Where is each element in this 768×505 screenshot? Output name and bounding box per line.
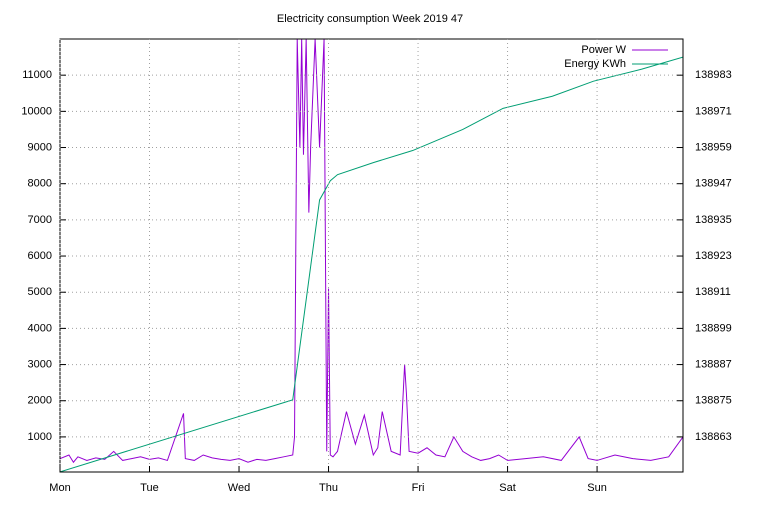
legend-label: Energy KWh <box>564 58 626 70</box>
y-tick-label: 6000 <box>28 250 52 262</box>
plot-area <box>60 39 683 472</box>
x-tick-label: Sat <box>499 482 516 494</box>
y2-tick-label: 138863 <box>695 431 732 443</box>
x-tick-label: Tue <box>140 482 159 494</box>
y2-tick-label: 138911 <box>695 286 731 298</box>
y-tick-label: 10000 <box>21 105 52 117</box>
legend-label: Power W <box>581 44 626 56</box>
y-tick-label: 5000 <box>28 286 52 298</box>
y2-tick-label: 138923 <box>695 250 732 262</box>
y-tick-label: 8000 <box>28 178 52 190</box>
x-tick-label: Fri <box>412 482 425 494</box>
y2-tick-label: 138935 <box>695 214 732 226</box>
y2-tick-label: 138959 <box>695 141 732 153</box>
y2-tick-label: 138983 <box>695 69 732 81</box>
x-tick-label: Wed <box>228 482 250 494</box>
y2-tick-label: 138875 <box>695 395 732 407</box>
chart-title: Electricity consumption Week 2019 47 <box>277 13 463 25</box>
y-tick-label: 2000 <box>28 395 52 407</box>
y2-tick-label: 138899 <box>695 322 732 334</box>
x-tick-label: Mon <box>49 482 70 494</box>
y-tick-label: 11000 <box>22 69 52 81</box>
y-tick-label: 4000 <box>28 322 52 334</box>
y-tick-label: 1000 <box>28 431 52 443</box>
y-tick-label: 7000 <box>28 214 52 226</box>
x-tick-label: Sun <box>587 482 607 494</box>
y-tick-label: 3000 <box>28 358 52 370</box>
y2-tick-label: 138887 <box>695 358 732 370</box>
series-line <box>60 56 683 472</box>
x-tick-label: Thu <box>319 482 338 494</box>
y2-tick-label: 138971 <box>695 105 732 117</box>
y-tick-label: 9000 <box>28 141 52 153</box>
series-line <box>60 39 683 464</box>
y2-tick-label: 138947 <box>695 178 732 190</box>
